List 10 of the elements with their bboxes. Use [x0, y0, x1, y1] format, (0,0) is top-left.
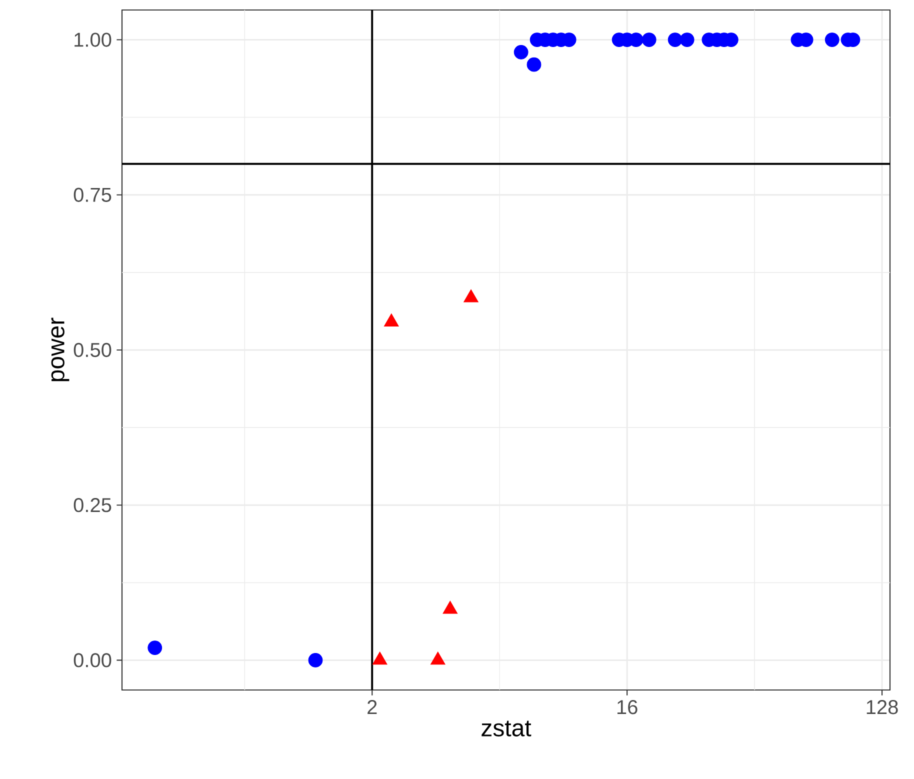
x-axis-title: zstat — [482, 720, 532, 736]
x-tick-label: 16 — [617, 700, 638, 714]
x-tick-label: 128 — [866, 700, 898, 714]
y-tick-label: 0.00 — [74, 653, 112, 668]
y-axis-title: power — [51, 318, 70, 382]
y-tick-label: 0.50 — [74, 342, 112, 358]
y-tick-label: 0.25 — [74, 498, 112, 512]
y-tick-label: 0.75 — [74, 188, 112, 202]
y-tick-label: 1.00 — [74, 32, 112, 47]
x-tick-label: 2 — [368, 700, 377, 714]
